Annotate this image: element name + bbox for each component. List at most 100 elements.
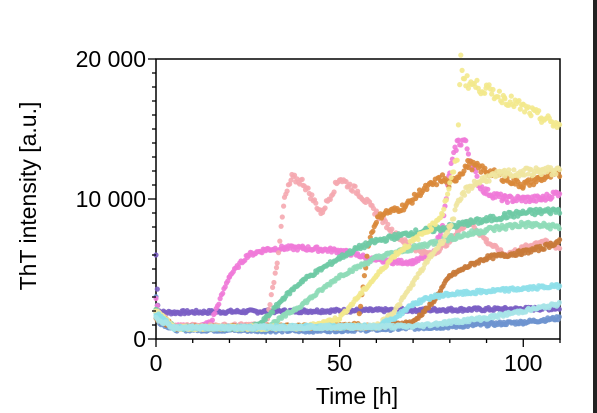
data-point bbox=[220, 290, 226, 296]
data-point bbox=[528, 113, 534, 119]
data-point bbox=[455, 137, 461, 143]
data-point bbox=[448, 222, 454, 228]
data-point bbox=[309, 192, 315, 198]
data-point bbox=[373, 219, 379, 226]
data-point bbox=[453, 147, 459, 153]
data-point bbox=[557, 210, 563, 216]
data-point bbox=[522, 109, 528, 115]
data-point bbox=[331, 189, 337, 195]
data-point bbox=[454, 157, 460, 163]
data-point bbox=[225, 278, 231, 284]
data-point bbox=[356, 311, 362, 317]
data-point bbox=[525, 171, 532, 177]
data-point bbox=[517, 106, 523, 112]
x-tick-label: 0 bbox=[150, 350, 163, 376]
data-point bbox=[434, 182, 440, 188]
window-edge bbox=[593, 0, 597, 413]
x-axis-label: Time [h] bbox=[316, 383, 398, 409]
data-point bbox=[349, 188, 356, 194]
y-tick-label: 10 000 bbox=[76, 186, 146, 212]
data-point bbox=[496, 88, 502, 94]
data-point bbox=[557, 167, 563, 173]
data-point bbox=[154, 286, 160, 292]
data-point bbox=[474, 77, 480, 83]
data-point bbox=[536, 108, 542, 114]
data-marks bbox=[153, 52, 563, 335]
data-point bbox=[305, 185, 311, 191]
data-point bbox=[447, 180, 453, 186]
data-point bbox=[445, 191, 451, 197]
data-point bbox=[465, 85, 471, 91]
data-point bbox=[465, 188, 471, 194]
data-point bbox=[359, 290, 365, 296]
data-point bbox=[432, 221, 438, 228]
data-point bbox=[452, 207, 458, 213]
data-point bbox=[397, 302, 403, 308]
data-point bbox=[557, 237, 563, 243]
data-point bbox=[406, 243, 412, 249]
data-point bbox=[461, 168, 467, 174]
data-point bbox=[420, 265, 426, 271]
data-point bbox=[459, 67, 465, 73]
data-point bbox=[275, 250, 282, 256]
data-point bbox=[445, 229, 451, 235]
data-point bbox=[474, 173, 480, 179]
data-point bbox=[209, 317, 215, 323]
x-tick-label: 50 bbox=[327, 350, 353, 376]
data-point bbox=[523, 199, 529, 205]
data-point bbox=[271, 279, 277, 286]
data-point bbox=[469, 167, 475, 173]
data-point bbox=[458, 196, 464, 202]
data-point bbox=[281, 203, 287, 209]
data-point bbox=[415, 236, 421, 242]
data-point bbox=[541, 246, 547, 252]
data-point bbox=[212, 310, 218, 316]
data-point bbox=[486, 178, 492, 184]
data-point bbox=[358, 303, 364, 309]
data-point bbox=[352, 183, 358, 189]
x-axis: 0 50 100 bbox=[150, 339, 561, 376]
data-point bbox=[273, 265, 280, 271]
data-point bbox=[272, 270, 278, 276]
data-point bbox=[428, 226, 435, 232]
data-point bbox=[451, 216, 457, 222]
y-axis: 0 10 000 20 000 bbox=[76, 46, 156, 352]
data-point bbox=[457, 82, 463, 88]
data-point bbox=[489, 91, 495, 97]
data-point bbox=[495, 172, 501, 178]
data-point bbox=[385, 221, 391, 227]
y-axis-label: ThT intensity [a.u.] bbox=[15, 102, 41, 291]
data-point bbox=[361, 273, 367, 279]
data-point bbox=[533, 198, 539, 204]
data-point bbox=[389, 226, 395, 232]
data-point bbox=[525, 104, 532, 110]
data-point bbox=[458, 52, 464, 58]
data-point bbox=[270, 284, 276, 290]
data-point bbox=[441, 206, 447, 212]
data-point bbox=[448, 160, 454, 166]
data-point bbox=[465, 151, 471, 157]
data-point bbox=[437, 232, 444, 238]
data-point bbox=[553, 171, 559, 177]
data-point bbox=[274, 260, 280, 266]
data-point bbox=[277, 238, 283, 244]
data-point bbox=[482, 90, 488, 96]
data-point bbox=[557, 173, 563, 179]
x-tick-label: 100 bbox=[504, 350, 542, 376]
series-3 bbox=[153, 137, 563, 331]
data-point bbox=[364, 253, 370, 259]
data-point bbox=[485, 186, 491, 192]
data-point bbox=[557, 283, 563, 289]
data-point bbox=[506, 167, 512, 173]
data-point bbox=[511, 167, 517, 173]
data-point bbox=[556, 314, 562, 320]
data-point bbox=[495, 94, 501, 100]
data-point bbox=[216, 301, 222, 307]
y-tick-label: 20 000 bbox=[76, 46, 146, 72]
data-point bbox=[557, 191, 563, 197]
data-point bbox=[267, 302, 273, 308]
data-point bbox=[549, 194, 555, 201]
data-point bbox=[279, 214, 285, 220]
data-point bbox=[463, 138, 469, 144]
